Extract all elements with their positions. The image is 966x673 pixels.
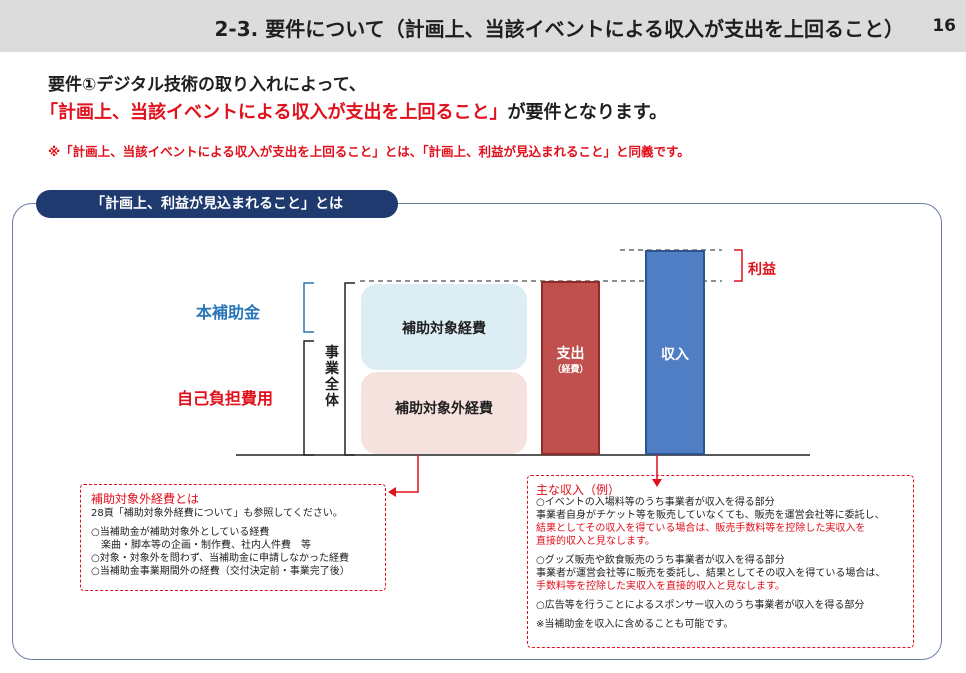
profit-label: 利益 [748,262,776,278]
list-item: 28頁「補助対象外経費について」も参照してください。 [91,508,343,519]
expense-bar-sublabel: （経費） [552,365,589,375]
arrow-right-head [652,479,662,487]
intro-line-1: 要件①デジタル技術の取り入れによって、 [48,75,366,95]
project-total-label: 事業全体 [325,345,339,409]
list-item: ○当補助金事業期間外の経費（交付決定前・事業完了後） [91,566,350,577]
list-item: 楽曲・脚本等の企画・制作費、社内人件費 等 [91,540,311,551]
explanation-panel [12,203,942,660]
unsubsidized-expense-block: 補助対象外経費 [361,372,527,454]
self-burden-bracket [303,340,314,456]
income-box-title: 主な収入（例） [536,483,621,497]
expense-bar: 支出 （経費） [541,281,600,455]
list-item: 手数料等を控除した実収入を直接的収入と見なします。 [536,581,785,592]
intro-requirement-suffix: が要件となります。 [507,102,668,123]
intro-line-2: 「計画上、当該イベントによる収入が支出を上回ること」が要件となります。 [40,98,667,124]
unsubsidized-expense-label: 補助対象外経費 [395,401,493,417]
expense-bar-label: 支出 [556,346,585,362]
list-item: ○広告等を行うことによるスポンサー収入のうち事業者が収入を得る部分 [536,600,865,611]
page-title: 2-3. 要件について（計画上、当該イベントによる収入が支出を上回ること） [214,17,905,41]
unsubsidized-box-title: 補助対象外経費とは [91,492,200,506]
list-item: 事業者自身がチケット等を販売していなくても、販売を運営会社等に委託し、 [536,510,885,521]
income-bar-label: 収入 [661,347,689,363]
arrow-left-head [388,487,396,497]
list-item: 結果としてその収入を得ている場合は、販売手数料等を控除した実収入を [536,523,866,534]
list-item: ○イベントの入場料等のうち事業者が収入を得る部分 [536,497,775,508]
list-item: 直接的収入と見なします。 [536,536,655,547]
list-item: 事業者が運営会社等に販売を委託し、結果としてその収入を得ている場合は、 [536,568,886,579]
intro-note: ※「計画上、当該イベントによる収入が支出を上回ること」とは、「計画上、利益が見込… [48,144,690,159]
panel-tab-label: 「計画上、利益が見込まれること」とは [36,190,398,218]
intro-requirement: 「計画上、当該イベントによる収入が支出を上回ること」 [40,102,508,123]
income-examples-box: 主な収入（例） ○イベントの入場料等のうち事業者が収入を得る部分事業者自身がチケ… [527,475,914,648]
self-burden-label: 自己負担費用 [177,389,274,408]
unsubsidized-box-lines: 28頁「補助対象外経費について」も参照してください。 ○当補助金が補助対象外とし… [91,507,350,578]
list-item: ※当補助金を収入に含めることも可能です。 [536,619,734,630]
page-number: 16 [932,16,956,36]
profit-bracket [734,249,743,282]
subsidized-expense-label: 補助対象経費 [402,321,486,337]
income-bar: 収入 [645,250,705,455]
arrow-left-line [392,455,419,493]
subsidy-label: 本補助金 [196,303,261,322]
list-item: ○グッズ販売や飲食販売のうち事業者が収入を得る部分 [536,555,785,566]
list-item: ○対象・対象外を問わず、当補助金に申請しなかった経費 [91,553,350,564]
project-total-bracket [344,282,355,456]
income-box-lines: ○イベントの入場料等のうち事業者が収入を得る部分事業者自身がチケット等を販売して… [536,496,885,631]
header-bar [0,0,966,52]
list-item: ○当補助金が補助対象外としている経費 [91,527,270,538]
subsidy-bracket [303,282,314,333]
unsubsidized-explanation-box: 補助対象外経費とは 28頁「補助対象外経費について」も参照してください。 ○当補… [80,484,386,591]
subsidized-expense-block: 補助対象経費 [361,284,527,370]
